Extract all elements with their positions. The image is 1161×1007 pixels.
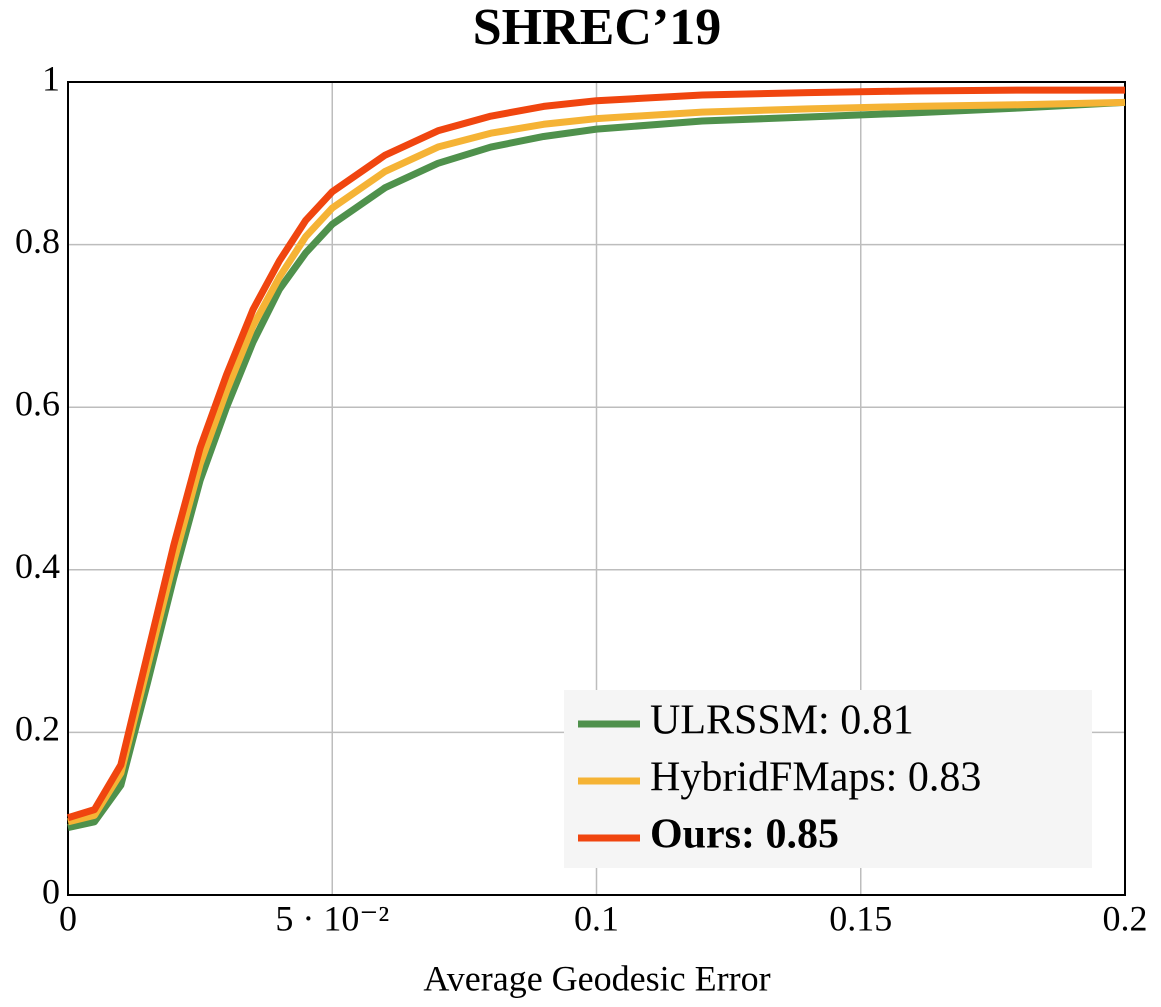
x-axis-label: Average Geodesic Error [423,958,770,998]
y-tick-label: 0.4 [15,546,60,586]
y-tick-label: 0 [42,871,60,911]
y-tick-label: 0.8 [15,221,60,261]
y-tick-label: 0.2 [15,709,60,749]
line-series [66,86,1125,822]
x-tick-label: 0.2 [1103,898,1148,938]
x-tick-label: 5 · 10⁻² [275,898,389,938]
y-tick-label: 1 [42,58,60,98]
x-tick-label: 0.15 [829,898,892,938]
chart-title: SHREC’19 [473,0,721,56]
legend: ULRSSM: 0.81 HybridFMaps: 0.83 Ours: 0.85 [564,690,1092,868]
legend-label: HybridFMaps: 0.83 [650,755,981,801]
legend-label: ULRSSM: 0.81 [650,698,914,744]
y-tick-label: 0.6 [15,383,60,423]
legend-box [564,690,1092,868]
x-tick-label: 0 [59,898,77,938]
x-tick-label: 0.1 [574,898,619,938]
plot-frame [67,81,1126,896]
line-series [67,98,1126,831]
legend-label: Ours: 0.85 [650,812,839,858]
